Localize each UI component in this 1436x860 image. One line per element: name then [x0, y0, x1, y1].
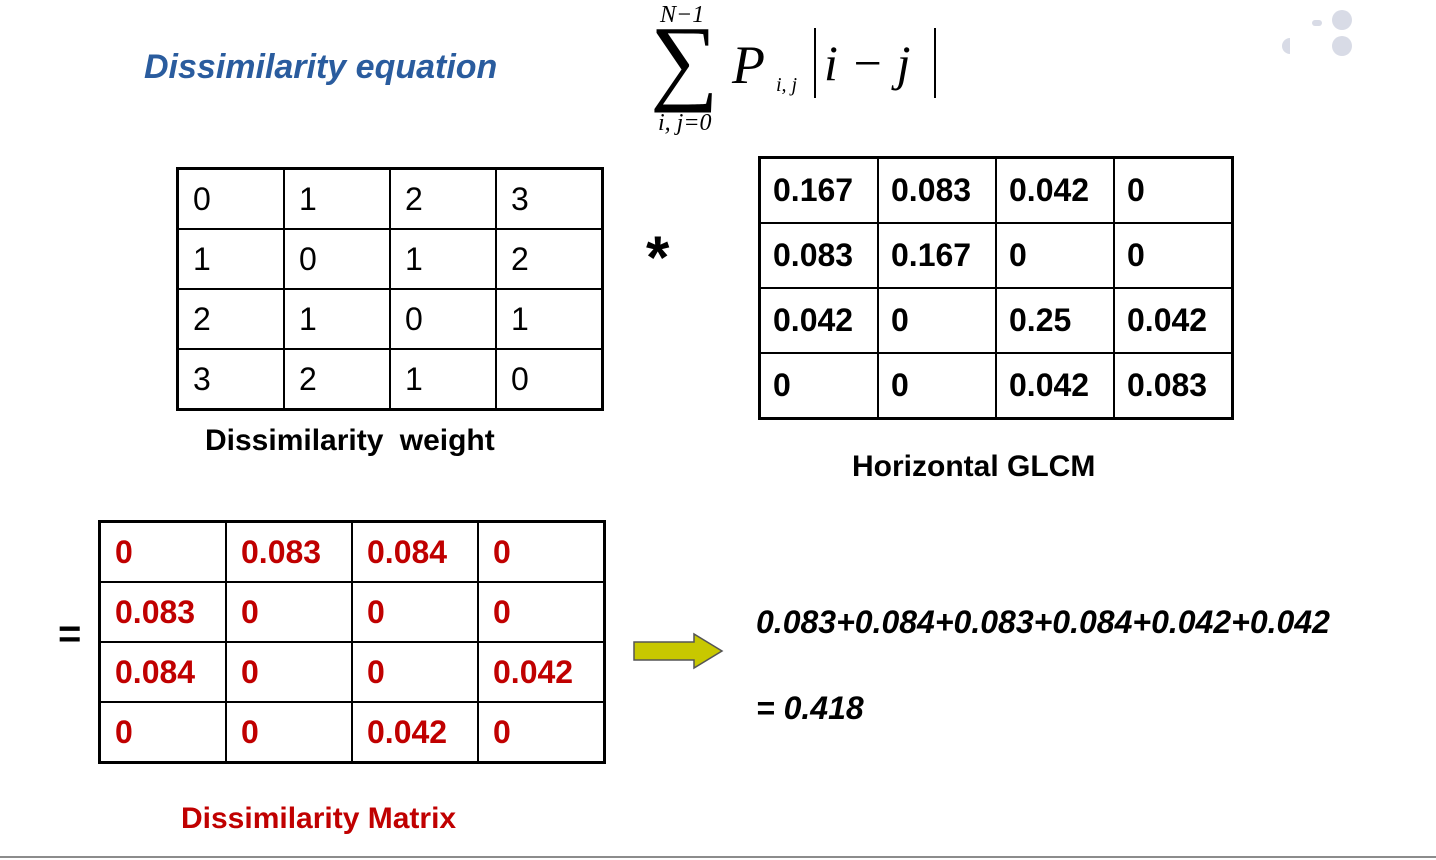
sum-upper-limit: N−1 [660, 2, 705, 28]
sum-expression: 0.083+0.084+0.083+0.084+0.042+0.042 [756, 604, 1330, 640]
weight-matrix-cell: 0 [495, 348, 604, 411]
dissimilarity-matrix-cell: 0 [225, 641, 353, 703]
dissimilarity-matrix-row: 0.084 0 0 0.042 [98, 641, 606, 703]
dissimilarity-result-matrix: 0 0.083 0.084 0 0.083 0 0 0 0.084 0 0 0.042 0 0 0.042 0 [98, 520, 606, 764]
glcm-matrix-row: 0.083 0.167 0 0 [758, 222, 1234, 289]
glcm-matrix-row: 0.167 0.083 0.042 0 [758, 156, 1234, 224]
dissimilarity-matrix-cell: 0 [98, 520, 227, 583]
horizontal-glcm-matrix: 0.167 0.083 0.042 0 0.083 0.167 0 0 0.042 0 0.25 0.… [758, 156, 1234, 420]
glcm-matrix-cell: 0.083 [758, 222, 879, 289]
probability-term: P [732, 35, 765, 95]
glcm-matrix-cell: 0 [1113, 222, 1234, 289]
glcm-matrix-cell: 0 [877, 352, 997, 420]
dissimilarity-matrix-cell: 0 [225, 701, 353, 764]
weight-matrix-caption: Dissimilarity weight [205, 424, 495, 457]
sigma-symbol: ∑ [650, 6, 719, 113]
dissimilarity-matrix-cell: 0.042 [351, 701, 479, 764]
weight-matrix-cell: 0 [176, 167, 285, 230]
glcm-matrix-cell: 0.042 [995, 156, 1115, 224]
weight-matrix-cell: 1 [176, 228, 285, 290]
glcm-matrix-cell: 0.042 [995, 352, 1115, 420]
abs-bar-left [814, 28, 816, 98]
dissimilarity-matrix-cell: 0 [477, 520, 606, 583]
dissimilarity-matrix-cell: 0 [477, 701, 606, 764]
probability-subscript: i, j [776, 74, 798, 96]
weight-matrix-cell: 1 [389, 348, 497, 411]
weight-matrix-cell: 3 [176, 348, 285, 411]
glcm-matrix-cell: 0.25 [995, 287, 1115, 354]
decorative-dots-icon [1280, 0, 1370, 60]
dissimilarity-matrix-cell: 0.084 [98, 641, 227, 703]
dissimilarity-matrix-cell: 0 [98, 701, 227, 764]
weight-matrix-cell: 1 [389, 228, 497, 290]
weight-matrix-cell: 1 [283, 288, 391, 350]
glcm-matrix-caption: Horizontal GLCM [852, 450, 1096, 483]
glcm-matrix-cell: 0.083 [877, 156, 997, 224]
dissimilarity-matrix-cell: 0.084 [351, 520, 479, 583]
weight-matrix-cell: 2 [176, 288, 285, 350]
equals-symbol: = [58, 612, 82, 656]
weight-matrix-cell: 1 [495, 288, 604, 350]
sum-result: = 0.418 [756, 690, 864, 726]
dissimilarity-equation: N−1 ∑ i, j=0 P i, j i − j [640, 0, 960, 150]
glcm-matrix-cell: 0.042 [758, 287, 879, 354]
dissimilarity-matrix-cell: 0.083 [225, 520, 353, 583]
bottom-divider [0, 856, 1436, 858]
dissimilarity-matrix-cell: 0 [351, 641, 479, 703]
dissimilarity-matrix-cell: 0 [351, 581, 479, 643]
dissimilarity-matrix-cell: 0.042 [477, 641, 606, 703]
glcm-matrix-cell: 0.167 [758, 156, 879, 224]
weight-matrix-cell: 1 [283, 167, 391, 230]
abs-expression: i − j [824, 35, 911, 91]
abs-bar-right [934, 28, 936, 98]
glcm-matrix-cell: 0.167 [877, 222, 997, 289]
dissimilarity-matrix-cell: 0 [225, 581, 353, 643]
weight-matrix-cell: 0 [389, 288, 497, 350]
weight-matrix-cell: 2 [495, 228, 604, 290]
sum-lower-limit: i, j=0 [658, 110, 712, 136]
glcm-matrix-row: 0.042 0 0.25 0.042 [758, 287, 1234, 354]
dissimilarity-matrix-cell: 0 [477, 581, 606, 643]
slide-title: Dissimilarity equation [144, 48, 498, 86]
glcm-matrix-cell: 0 [995, 222, 1115, 289]
glcm-matrix-cell: 0.083 [1113, 352, 1234, 420]
glcm-matrix-cell: 0 [877, 287, 997, 354]
glcm-matrix-row: 0 0 0.042 0.083 [758, 352, 1234, 420]
weight-matrix-cell: 2 [389, 167, 497, 230]
glcm-matrix-cell: 0 [758, 352, 879, 420]
dissimilarity-matrix-caption: Dissimilarity Matrix [181, 802, 457, 835]
dissimilarity-matrix-row: 0.083 0 0 0 [98, 581, 606, 643]
glcm-matrix-cell: 0 [1113, 156, 1234, 224]
weight-matrix-cell: 2 [283, 348, 391, 411]
dissimilarity-matrix-row: 0 0 0.042 0 [98, 701, 606, 764]
dissimilarity-matrix-row: 0 0.083 0.084 0 [98, 520, 606, 583]
weight-matrix-cell: 0 [283, 228, 391, 290]
glcm-matrix-cell: 0.042 [1113, 287, 1234, 354]
dissimilarity-matrix-cell: 0.083 [98, 581, 227, 643]
right-arrow-icon [633, 632, 724, 670]
multiply-symbol: * [646, 224, 670, 291]
weight-matrix-cell: 3 [495, 167, 604, 230]
